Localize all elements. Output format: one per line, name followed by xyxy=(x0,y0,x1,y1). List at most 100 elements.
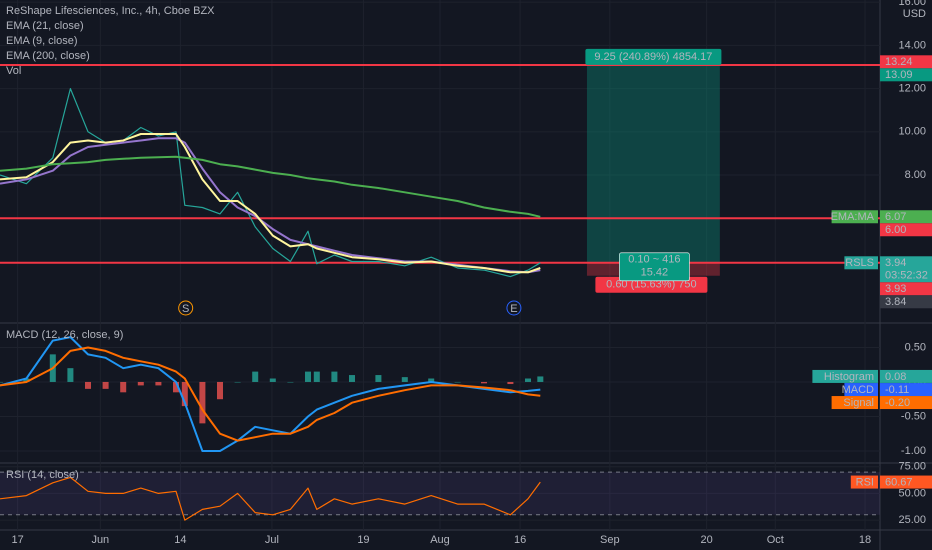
histogram-bar xyxy=(349,375,355,382)
price-label: 6.07 xyxy=(885,211,906,223)
tag-box xyxy=(850,475,878,489)
price-label-box xyxy=(880,256,932,283)
histogram-bar xyxy=(199,381,206,424)
event-label: S xyxy=(182,303,189,315)
histogram-bar xyxy=(234,381,241,383)
price-label: 0.08 xyxy=(885,371,906,383)
price-label: -0.11 xyxy=(885,384,909,396)
countdown: 03:52:32 xyxy=(885,270,928,282)
x-tick-label: 20 xyxy=(701,534,713,546)
price-label: 6.00 xyxy=(885,224,906,236)
price-line xyxy=(0,476,541,521)
x-tick-label: 14 xyxy=(174,534,186,546)
y-tick-label: 10.00 xyxy=(898,126,926,138)
legend-entry: EMA (200, close) xyxy=(6,50,90,62)
x-tick-label: 16 xyxy=(514,534,526,546)
draw-layer xyxy=(0,62,880,521)
y-tick-label: -1.00 xyxy=(901,445,926,457)
y-tick-label: 75.00 xyxy=(898,461,926,473)
histogram-bar xyxy=(454,381,461,383)
histogram-bar xyxy=(67,368,74,382)
event-label: E xyxy=(510,303,517,315)
event-marker xyxy=(506,300,522,316)
price-line xyxy=(0,88,541,278)
target-label: 9.25 (240.89%) 4854.17 xyxy=(594,51,712,63)
legend-entry: Vol xyxy=(6,65,21,77)
price-label: 13.24 xyxy=(885,56,913,68)
tag-box xyxy=(831,210,878,224)
center-label: 0.10 ~ 416 xyxy=(628,254,680,266)
center-label-box xyxy=(619,252,690,282)
tag-label: RSLS xyxy=(845,257,874,269)
histogram-bar xyxy=(375,375,382,382)
label-layer: 16.00 14.00 12.00 10.00 8.00 USD 9.25 (240.89%… xyxy=(6,0,932,546)
histogram-bar xyxy=(401,377,408,382)
pane-title: MACD (12, 26, close, 9) xyxy=(6,329,123,341)
price-label-box xyxy=(880,223,932,237)
indicator-line xyxy=(0,133,541,274)
legend-entry: EMA (9, close) xyxy=(6,35,78,47)
price-label-box xyxy=(880,369,932,383)
histogram-bar xyxy=(507,381,514,385)
tag-label: EMA:MA xyxy=(831,211,875,223)
histogram-bar xyxy=(252,371,259,382)
histogram-bar xyxy=(331,371,338,382)
y-tick-label: 25.00 xyxy=(898,514,926,526)
y-tick-label: 14.00 xyxy=(898,39,926,51)
tag-label: RSI xyxy=(856,476,874,488)
histogram-bar xyxy=(305,371,311,382)
price-label: 3.84 xyxy=(885,296,906,308)
tag-box xyxy=(844,256,878,270)
y-tick-label: 50.00 xyxy=(898,487,926,499)
histogram-bar xyxy=(481,381,487,384)
histogram-bar xyxy=(181,381,188,407)
histogram-bar xyxy=(217,381,223,400)
tag-label: MACD xyxy=(842,384,874,396)
indicator-line xyxy=(0,336,541,452)
price-label-box xyxy=(880,475,932,489)
histogram-bar xyxy=(537,376,544,382)
histogram-bar xyxy=(287,381,294,383)
x-tick-label: Jun xyxy=(91,534,109,546)
profit-zone xyxy=(586,62,720,263)
histogram-bar xyxy=(137,381,144,386)
y-tick-label: 8.00 xyxy=(905,169,926,181)
histogram-bar xyxy=(269,378,276,382)
histogram-bar xyxy=(102,381,109,389)
indicator-line xyxy=(0,346,541,442)
histogram-bar xyxy=(0,381,3,383)
target-label-box xyxy=(585,48,722,65)
price-label-box xyxy=(880,295,932,309)
x-tick-label: 17 xyxy=(11,534,23,546)
price-label-box xyxy=(880,55,932,69)
x-tick-label: 19 xyxy=(357,534,369,546)
tag-label: Signal xyxy=(843,397,874,409)
x-tick-label: Oct xyxy=(767,534,784,546)
price-label: 13.09 xyxy=(885,69,913,81)
price-label-box xyxy=(880,68,932,82)
pane-title: RSI (14, close) xyxy=(6,469,79,481)
x-tick-label: Aug xyxy=(430,534,450,546)
currency: USD xyxy=(903,8,926,20)
price-label-box xyxy=(880,282,932,296)
price-label-box xyxy=(880,396,932,410)
y-tick-label: -0.50 xyxy=(901,410,926,422)
price-label: 3.93 xyxy=(885,283,906,295)
histogram-bar xyxy=(155,381,162,386)
histogram-bar xyxy=(120,381,127,393)
price-label-box xyxy=(880,210,932,224)
histogram-bar xyxy=(313,371,320,382)
price-label: -0.20 xyxy=(885,397,910,409)
tag-box xyxy=(844,383,878,397)
y-tick-label: 0.50 xyxy=(905,341,926,353)
tag-box xyxy=(831,396,878,410)
price-label-box xyxy=(880,383,932,397)
histogram-bar xyxy=(85,381,91,389)
x-tick-label: 18 xyxy=(859,534,871,546)
indicator-line xyxy=(0,155,541,218)
histogram-bar xyxy=(428,378,435,382)
histogram-bar xyxy=(23,378,30,382)
tag-box xyxy=(812,369,878,383)
